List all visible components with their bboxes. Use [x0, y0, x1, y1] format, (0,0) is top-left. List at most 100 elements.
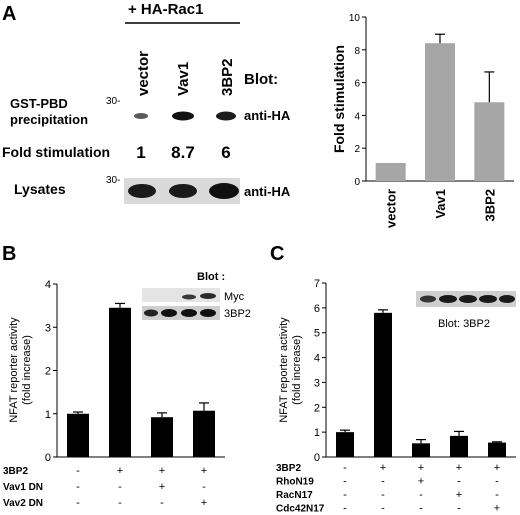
panel-b-condition-sign: + — [201, 497, 207, 509]
panel-a-chart-y-tick-label: 2 — [354, 144, 360, 155]
panel-c-chart-y-tick-label: 0 — [314, 452, 320, 464]
panel-c-bar-chart: 0 1 2 3 4 5 6 7 NFAT reporter activity (fold incr… — [278, 278, 516, 464]
panel-b-condition-table: 3BP2 - + + + Vav1 DN - - + - Vav2 DN - - - + — [3, 465, 207, 509]
panel-c-condition-sign: - — [457, 476, 461, 488]
panel-c-condition-sign: + — [380, 462, 386, 474]
panel-b-chart-y-tick-label: 0 — [45, 452, 51, 464]
band-3bp2-pulldown — [216, 111, 236, 121]
panel-c-condition-sign: - — [419, 503, 423, 515]
panel-a-chart-category-label: vector — [384, 189, 399, 228]
panel-c-condition-sign: + — [456, 489, 462, 501]
panel-c-chart-y-tick-label: 6 — [314, 303, 320, 315]
panel-b-condition-sign: - — [202, 481, 206, 493]
panel-a-chart-y-tick-label: 8 — [354, 46, 360, 57]
myc-band-3 — [182, 294, 196, 300]
panel-a-chart-category-label: Vav1 — [433, 189, 448, 219]
panel-c-condition-sign: - — [381, 476, 385, 488]
gst-pbd-label: GST-PBD — [10, 96, 68, 111]
panel-c-band-1 — [420, 295, 436, 303]
panel-c-condition-table: 3BP2- + + + +RhoN19- - + - -RacN17- - - + -Cdc42N17-… — [276, 462, 500, 515]
panel-a-chart-category-label: 3BP2 — [482, 189, 497, 222]
panel-b-chart-y-tick-label: 4 — [45, 279, 51, 291]
panel-a-chart-y-tick-label: 6 — [354, 79, 360, 90]
fold-value-vav1: 8.7 — [171, 143, 195, 162]
panel-b-condition-sign: + — [159, 481, 165, 493]
panel-b-condition-sign: - — [76, 497, 80, 509]
panel-c-blot-caption: Blot: 3BP2 — [438, 318, 490, 330]
panel-c-condition-sign: - — [343, 462, 347, 474]
panel-c-band-2 — [439, 295, 457, 303]
panel-c-condition-sign: + — [494, 503, 500, 515]
panel-b-chart-bar — [109, 307, 131, 457]
panel-b-condition-sign: + — [117, 465, 123, 477]
anti-ha-top: anti-HA — [244, 108, 291, 123]
panel-b-3bp2-band-4 — [200, 309, 216, 317]
lysates-label: Lysates — [14, 181, 66, 197]
panel-c-condition-sign: + — [494, 462, 500, 474]
panel-c-condition-label: RacN17 — [276, 490, 313, 501]
panel-b-condition-sign: - — [118, 481, 122, 493]
panel-c-condition-sign: + — [418, 476, 424, 488]
panel-b-chart-bar — [151, 417, 173, 457]
panel-c-condition-sign: - — [381, 489, 385, 501]
panel-c-condition-sign: - — [381, 503, 385, 515]
panel-b-condition-label: Vav2 DN — [3, 498, 43, 509]
precipitation-label: precipitation — [10, 112, 88, 127]
panel-b-chart-bar — [67, 413, 89, 457]
panel-b: B Blot : Myc 3BP2 — [2, 243, 251, 320]
panel-c-chart-y-tick-label: 4 — [314, 353, 320, 365]
panel-b-3bp2-band-3 — [181, 309, 197, 317]
panel-b-chart-y-tick-label: 1 — [45, 409, 51, 421]
panel-c-y-axis-label-unit: (fold increase) — [291, 335, 303, 405]
panel-b-condition-sign: - — [76, 481, 80, 493]
panel-c-condition-label: RhoN19 — [276, 477, 314, 488]
panel-c-condition-sign: - — [343, 489, 347, 501]
fold-value-vector: 1 — [136, 143, 145, 162]
panel-b-inset-blot — [142, 288, 220, 320]
panel-a-chart-y-tick-label: 4 — [354, 111, 360, 122]
panel-b-label: B — [2, 243, 16, 265]
myc-band-4 — [200, 293, 216, 299]
panel-a-chart-y-tick-label: 10 — [349, 13, 361, 24]
panel-a-chart-bar — [375, 162, 406, 181]
panel-c-chart-y-tick-label: 1 — [314, 427, 320, 439]
panel-b-y-axis-label: NFAT reporter activity — [8, 317, 20, 423]
panel-c-band-4 — [479, 295, 497, 303]
panel-a-chart-y-tick-label: 0 — [354, 177, 360, 188]
panel-a-chart-bar — [474, 102, 505, 181]
panel-c-chart-y-tick-label: 7 — [314, 278, 320, 290]
anti-ha-bottom: anti-HA — [244, 184, 291, 199]
blot-heading: Blot: — [244, 71, 278, 88]
panel-a-bar-chart: 0 2 4 6 8 10 vector Vav1 3BP2 Fold stimulation — [331, 13, 514, 228]
lane-label-vector: vector — [135, 51, 152, 96]
panel-c-chart-y-tick-label: 5 — [314, 328, 320, 340]
panel-c-condition-sign: - — [457, 503, 461, 515]
panel-c-band-3 — [459, 295, 477, 303]
panel-c-chart-y-tick-label: 2 — [314, 402, 320, 414]
panel-a-label: A — [2, 3, 16, 25]
panel-c-condition-label: 3BP2 — [276, 463, 301, 474]
panel-b-condition-sign: - — [160, 497, 164, 509]
panel-b-chart-y-tick-label: 3 — [45, 322, 51, 334]
panel-c: C Blot: 3BP2 — [270, 243, 516, 330]
lane-label-3bp2: 3BP2 — [219, 58, 236, 96]
panel-b-3bp2-band-1 — [144, 309, 158, 317]
panel-c-chart-bar — [412, 443, 430, 457]
panel-c-condition-sign: - — [419, 489, 423, 501]
mw-marker-30-top: 30- — [106, 96, 120, 107]
panel-b-3bp2-label: 3BP2 — [224, 308, 251, 320]
panel-a-header: + HA-Rac1 — [128, 1, 203, 18]
panel-b-y-axis-label-unit: (fold increase) — [21, 335, 33, 405]
panel-c-label: C — [270, 243, 284, 265]
panel-c-condition-sign: + — [418, 462, 424, 474]
panel-c-chart-y-tick-label: 3 — [314, 377, 320, 389]
panel-c-band-5 — [499, 295, 515, 303]
band-vector-lysate — [128, 184, 156, 198]
lysate-blot — [124, 178, 240, 204]
panel-b-condition-sign: - — [118, 497, 122, 509]
panel-c-chart-bar — [374, 312, 392, 457]
panel-b-myc-label: Myc — [224, 291, 245, 303]
panel-c-chart-bar — [488, 442, 506, 457]
panel-a: A + HA-Rac1 vector Vav1 3BP2 Blot: GST-P… — [2, 1, 291, 204]
